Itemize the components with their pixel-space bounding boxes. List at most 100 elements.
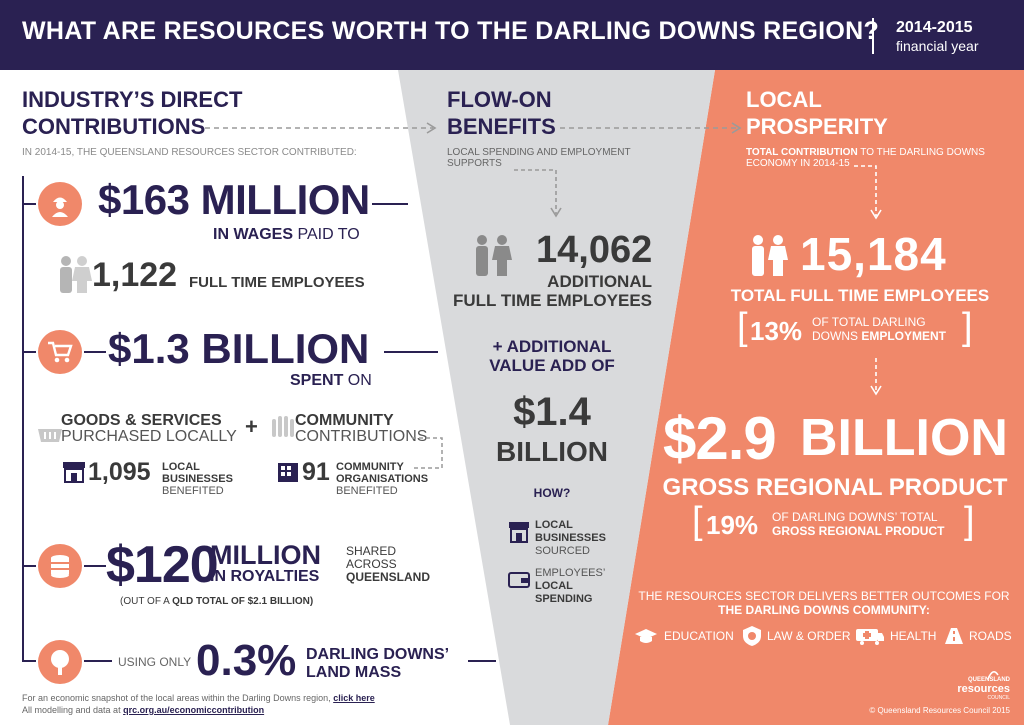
arrow-middle-to-right — [560, 122, 742, 134]
bracket-tick-4 — [22, 660, 36, 662]
businesses-value: 1,095 — [88, 458, 151, 486]
arrow-left-to-middle — [205, 122, 437, 134]
header-bar — [0, 0, 1024, 70]
bracket-tick-1 — [22, 203, 36, 205]
category-law: LAW & ORDER — [742, 625, 851, 647]
value-add-label: + ADDITIONAL VALUE ADD OF — [489, 337, 615, 375]
category-roads: ROADS — [944, 627, 1012, 645]
grp-bracket-right: ] — [964, 500, 975, 542]
royalty-amount: $120 — [106, 536, 219, 594]
businesses-label: LOCAL BUSINESSES BENEFITED — [162, 461, 233, 497]
middle-employees-label: ADDITIONAL FULL TIME EMPLOYEES — [453, 272, 652, 310]
header-period: financial year — [896, 38, 979, 54]
bracket-tick-3 — [22, 565, 36, 567]
goods-label: GOODS & SERVICES PURCHASED LOCALLY — [61, 412, 237, 445]
plus-sign: + — [245, 414, 258, 439]
qrc-link[interactable]: qrc.org.au/economiccontribution — [123, 705, 265, 715]
shopping-cart-icon — [38, 330, 82, 374]
people-icon — [55, 255, 93, 298]
right-employees-label: TOTAL FULL TIME EMPLOYEES — [730, 286, 990, 305]
royalty-in: IN ROYALTIES — [210, 568, 320, 585]
police-badge-icon — [743, 626, 761, 646]
value-unit: BILLION — [496, 436, 608, 467]
grp-label: GROSS REGIONAL PRODUCT — [662, 474, 1008, 501]
orgs-label: COMMUNITY ORGANISATIONS BENEFITED — [336, 461, 429, 497]
header-year: 2014-2015 — [896, 19, 973, 36]
left-intro: IN 2014-15, THE QUEENSLAND RESOURCES SEC… — [22, 147, 357, 158]
qrc-logo: QUEENSLAND resources COUNCIL — [957, 677, 1010, 701]
building-icon — [276, 461, 300, 488]
footer-snapshot: For an economic snapshot of the local ar… — [22, 693, 375, 703]
land-line-left — [84, 660, 112, 662]
copyright: © Queensland Resources Council 2015 — [869, 706, 1010, 715]
hands-icon — [270, 415, 296, 446]
wages-label: IN WAGES PAID TO — [213, 226, 360, 243]
coins-icon — [38, 544, 82, 588]
qrc-logo-mark-icon — [986, 668, 1000, 686]
category-education: EDUCATION — [634, 627, 734, 645]
basket-icon — [36, 423, 64, 448]
employees-value: 1,122 — [92, 256, 178, 294]
royalty-line-left — [84, 565, 106, 567]
graduation-cap-icon — [635, 629, 657, 643]
right-down-arrow-1 — [854, 165, 882, 220]
emp-pct-label: OF TOTAL DARLING DOWNS EMPLOYMENT — [812, 315, 947, 343]
tree-icon — [38, 640, 82, 684]
left-heading: INDUSTRY’S DIRECT CONTRIBUTIONS — [22, 87, 243, 139]
local-businesses-sourced: LOCAL BUSINESSES SOURCED — [535, 519, 606, 557]
orange-panel — [608, 70, 1024, 725]
wallet-icon — [508, 570, 530, 593]
footer-data: All modelling and data at qrc.org.au/eco… — [22, 705, 265, 715]
background-panels — [398, 70, 1024, 725]
people-icon-right — [746, 234, 792, 283]
orgs-value: 91 — [302, 458, 330, 486]
left-bracket-line — [22, 176, 24, 662]
grp-pct-label: OF DARLING DOWNS’ TOTAL GROSS REGIONAL P… — [772, 510, 945, 538]
wages-value: $163 MILLION — [98, 176, 370, 223]
spent-line-right — [384, 351, 438, 353]
wages-line — [372, 203, 408, 205]
community-dashed-connector — [412, 437, 443, 469]
emp-bracket-right: ] — [962, 306, 973, 348]
people-icon-middle — [470, 234, 516, 283]
outcomes-text: THE RESOURCES SECTOR DELIVERS BETTER OUT… — [638, 589, 1010, 617]
grp-pct: 19% — [706, 510, 759, 540]
community-label: COMMUNITY CONTRIBUTIONS — [295, 412, 428, 445]
spent-value: $1.3 BILLION — [108, 325, 370, 372]
emp-bracket-left: [ — [737, 306, 748, 348]
right-down-arrow-2 — [870, 358, 882, 396]
header-divider — [872, 18, 874, 54]
grey-funnel — [398, 70, 715, 725]
royalty-shared: SHARED ACROSS QUEENSLAND — [346, 544, 431, 584]
grp-bracket-left: [ — [692, 500, 703, 542]
grp-value: $2.9 — [663, 405, 777, 472]
grp-unit: BILLION — [800, 409, 1008, 467]
land-value: 0.3% — [196, 636, 297, 685]
spent-line-left — [84, 351, 106, 353]
royalty-million: MILLION — [210, 540, 321, 570]
storefront-icon — [62, 461, 86, 488]
worker-icon — [38, 182, 82, 226]
click-here-link[interactable]: click here — [333, 693, 375, 703]
employees-label: FULL TIME EMPLOYEES — [189, 274, 365, 291]
land-line-right — [468, 660, 496, 662]
right-heading: LOCAL PROSPERITY — [746, 87, 888, 139]
bracket-tick-2 — [22, 351, 36, 353]
value-amount: $1.4 — [513, 390, 591, 434]
middle-employees-value: 14,062 — [536, 229, 653, 271]
land-using: USING ONLY — [118, 655, 192, 669]
category-health: HEALTH — [855, 627, 936, 645]
middle-heading: FLOW-ON BENEFITS — [447, 87, 556, 139]
middle-down-arrow — [514, 169, 562, 218]
spent-label: SPENT ON — [290, 372, 372, 389]
royalty-note: (OUT OF A QLD TOTAL OF $2.1 BILLION) — [120, 596, 314, 607]
right-intro: TOTAL CONTRIBUTION TO THE DARLING DOWNS … — [746, 147, 985, 169]
how-label: HOW? — [533, 486, 571, 500]
emp-pct: 13% — [750, 316, 803, 346]
middle-intro: LOCAL SPENDING AND EMPLOYMENT SUPPORTS — [447, 147, 631, 169]
land-label: DARLING DOWNS’ LAND MASS — [306, 646, 450, 681]
page-title: WHAT ARE RESOURCES WORTH TO THE DARLING … — [22, 17, 880, 45]
ambulance-icon — [856, 629, 884, 645]
road-icon — [945, 628, 963, 644]
storefront-icon-middle — [508, 521, 530, 548]
